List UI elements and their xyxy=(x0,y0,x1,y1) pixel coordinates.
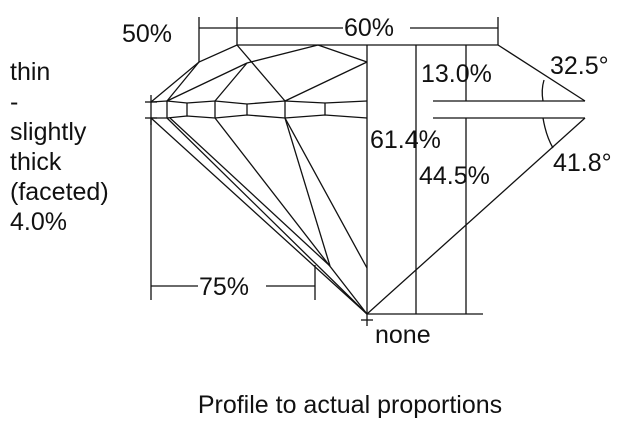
diamond-profile xyxy=(145,44,586,326)
caption: Profile to actual proportions xyxy=(198,391,502,419)
dimension-lines xyxy=(150,17,554,315)
crown-outline xyxy=(150,44,586,103)
pavilion-facets xyxy=(150,117,586,315)
crown-height-label: 13.0% xyxy=(421,60,492,88)
culet-label: none xyxy=(375,321,431,349)
total-depth-label: 61.4% xyxy=(370,126,441,154)
crown-angle-arc xyxy=(541,79,545,102)
girdle-label: (faceted) xyxy=(10,178,109,206)
lower-half-label: 75% xyxy=(199,273,249,301)
girdle xyxy=(150,100,585,119)
pavilion-angle-arc xyxy=(542,117,554,149)
girdle-labels: thin - slightly thick (faceted) 4.0% xyxy=(10,58,109,236)
star-length-label: 50% xyxy=(122,20,172,48)
girdle-label: thin xyxy=(10,58,50,86)
girdle-label: thick xyxy=(10,148,62,176)
pavilion-angle-label: 41.8° xyxy=(553,149,612,177)
girdle-label: slightly xyxy=(10,118,87,146)
girdle-label: - xyxy=(10,88,18,116)
pavilion-depth-label: 44.5% xyxy=(419,162,490,190)
crown-angle-label: 32.5° xyxy=(550,52,609,80)
crown-facets xyxy=(166,44,368,102)
girdle-label: 4.0% xyxy=(10,208,67,236)
table-label: 60% xyxy=(344,14,394,42)
